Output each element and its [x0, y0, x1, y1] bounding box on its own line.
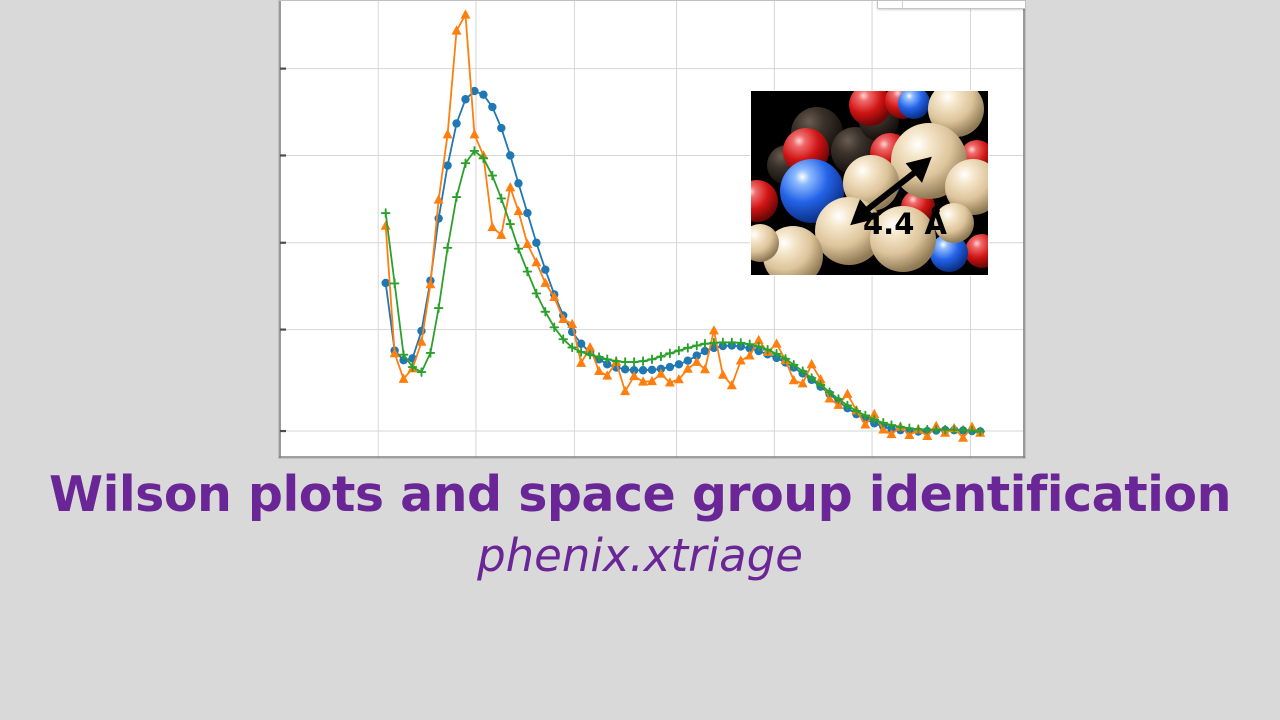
axis-spines	[279, 1, 1025, 458]
title-block: Wilson plots and space group identificat…	[0, 466, 1280, 586]
series-theoretical	[380, 9, 986, 442]
inset-distance-label: 4.4 Å	[863, 207, 947, 241]
wilson-plot-chart: 4.4 Å expected	[278, 0, 1026, 459]
series-binwise	[380, 146, 985, 437]
y-axis-ticks	[280, 67, 286, 433]
molecular-inset-image: 4.4 Å	[750, 90, 989, 276]
page-title: Wilson plots and space group identificat…	[49, 466, 1231, 523]
chip-divider	[902, 1, 903, 8]
legend-tooltip-chip[interactable]: expected	[877, 1, 1025, 9]
page-subtitle: phenix.xtriage	[477, 529, 803, 582]
distance-arrow	[850, 156, 932, 226]
inset-svg: 4.4 Å	[751, 91, 988, 275]
